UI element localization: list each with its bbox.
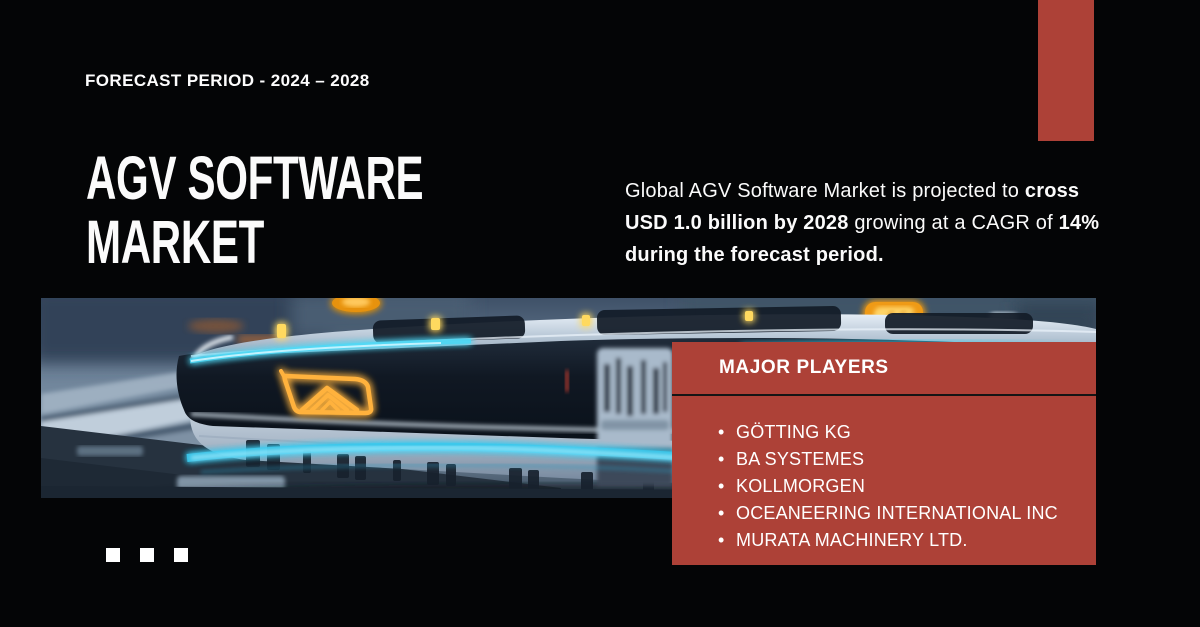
panel-divider: [672, 394, 1096, 396]
major-player-item: MURATA MACHINERY LTD.: [718, 527, 1082, 554]
page-title-line-2: MARKET: [86, 208, 264, 276]
major-player-item: GÖTTING KG: [718, 419, 1082, 446]
forecast-period-label: FORECAST PERIOD - 2024 – 2028: [85, 71, 370, 90]
major-players-panel: MAJOR PLAYERS GÖTTING KG BA SYSTEMES KOL…: [672, 342, 1096, 565]
summary-highlight-cagr: 14% during the forecast period.: [625, 212, 1100, 266]
agv-logo-icon: [279, 369, 374, 416]
major-player-item: OCEANEERING INTERNATIONAL INC: [718, 500, 1082, 527]
decor-square: [106, 548, 120, 562]
blurred-side-module: [597, 348, 673, 486]
summary-highlight-value: cross USD 1.0 billion by 2028: [625, 180, 1080, 234]
deck-marker-lights: [277, 311, 753, 338]
page-title-line-1: AGV SOFTWARE: [86, 144, 424, 212]
summary-text: growing at a CAGR of: [848, 212, 1059, 234]
major-player-item: KOLLMORGEN: [718, 473, 1082, 500]
page-title: AGV SOFTWARE MARKET: [86, 144, 424, 276]
major-players-list: GÖTTING KG BA SYSTEMES KOLLMORGEN OCEANE…: [672, 396, 1096, 554]
major-players-heading: MAJOR PLAYERS: [719, 357, 889, 378]
market-summary: Global AGV Software Market is projected …: [625, 175, 1105, 271]
decor-square: [140, 548, 154, 562]
summary-text: Global AGV Software Market is projected …: [625, 180, 1025, 202]
decor-squares: [106, 548, 188, 562]
red-accent-bar: [1038, 0, 1094, 141]
major-player-item: BA SYSTEMES: [718, 446, 1082, 473]
decor-square: [174, 548, 188, 562]
